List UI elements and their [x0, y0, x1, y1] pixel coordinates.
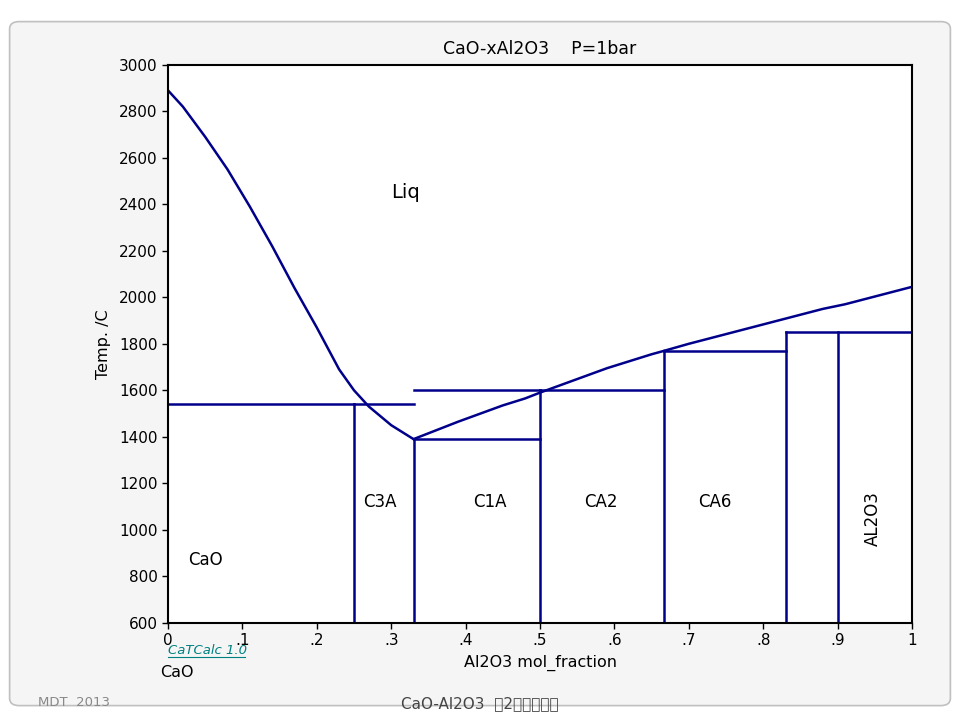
- Text: CaO: CaO: [188, 551, 223, 569]
- Text: CaTCalc 1.0: CaTCalc 1.0: [168, 644, 247, 657]
- Y-axis label: Temp. /C: Temp. /C: [96, 309, 110, 379]
- Text: CaO: CaO: [160, 665, 194, 680]
- Text: Liq: Liq: [392, 183, 420, 202]
- Text: CaO-Al2O3  擬2元系状態図: CaO-Al2O3 擬2元系状態図: [401, 696, 559, 711]
- Text: AL2O3: AL2O3: [864, 491, 882, 546]
- Text: CA6: CA6: [698, 493, 732, 511]
- Text: C3A: C3A: [363, 493, 396, 511]
- Text: C1A: C1A: [472, 493, 506, 511]
- Title: CaO-xAl2O3    P=1bar: CaO-xAl2O3 P=1bar: [444, 40, 636, 58]
- X-axis label: Al2O3 mol_fraction: Al2O3 mol_fraction: [464, 655, 616, 671]
- Text: MDT  2013: MDT 2013: [38, 696, 110, 709]
- Text: CA2: CA2: [585, 493, 617, 511]
